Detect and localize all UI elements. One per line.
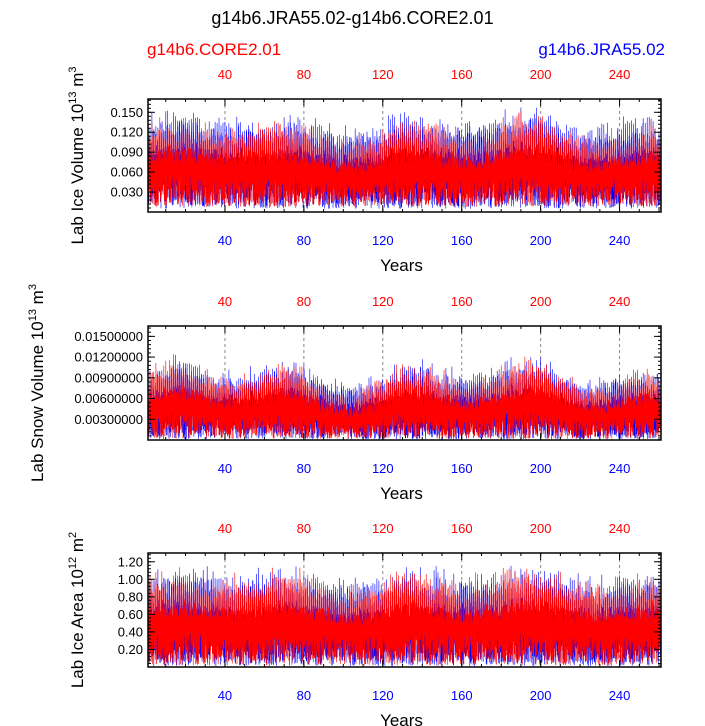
y-tick-label: 0.00300000 — [74, 412, 143, 427]
y-axis-label: Lab Snow Volume 1013 m3 — [27, 284, 47, 482]
x-tick-label-top: 160 — [451, 521, 473, 536]
x-tick-label-top: 80 — [297, 294, 311, 309]
y-tick-label: 0.00600000 — [74, 391, 143, 406]
x-tick-label-bottom: 240 — [609, 688, 631, 703]
y-tick-label: 0.090 — [110, 145, 143, 160]
x-tick-label-bottom: 160 — [451, 233, 473, 248]
y-tick-label: 0.01500000 — [74, 329, 143, 344]
plot-frame — [147, 552, 662, 668]
x-tick-label-bottom: 120 — [372, 688, 394, 703]
legend-core-label: g14b6.CORE2.01 — [147, 40, 282, 59]
x-tick-label-top: 120 — [372, 294, 394, 309]
series-line-core — [147, 567, 662, 666]
x-tick-label-top: 80 — [297, 67, 311, 82]
y-tick-label: 0.20 — [118, 642, 143, 657]
x-tick-label-top: 240 — [609, 294, 631, 309]
y-tick-label: 0.150 — [110, 105, 143, 120]
x-tick-label-bottom: 200 — [530, 233, 552, 248]
series-line-core — [147, 110, 662, 207]
figure-title: g14b6.JRA55.02-g14b6.CORE2.01 — [211, 8, 494, 28]
y-tick-label: 0.80 — [118, 589, 143, 604]
y-tick-label: 1.20 — [118, 554, 143, 569]
x-tick-label-bottom: 80 — [297, 233, 311, 248]
y-tick-label: 1.00 — [118, 572, 143, 587]
x-tick-label-bottom: 160 — [451, 461, 473, 476]
y-tick-label: 0.01200000 — [74, 350, 143, 365]
x-tick-label-top: 240 — [609, 521, 631, 536]
y-tick-label: 0.060 — [110, 165, 143, 180]
x-tick-label-bottom: 40 — [218, 233, 232, 248]
panel-3: 0.20 0.40 0.60 0.80 1.00 1.20 40 40 80 80 120 120 16… — [67, 521, 662, 726]
x-tick-label-bottom: 160 — [451, 688, 473, 703]
x-tick-label-top: 80 — [297, 521, 311, 536]
y-tick-label: 0.030 — [110, 185, 143, 200]
y-tick-label: 0.40 — [118, 624, 143, 639]
x-tick-label-bottom: 40 — [218, 461, 232, 476]
x-tick-label-bottom: 80 — [297, 688, 311, 703]
x-tick-label-top: 160 — [451, 67, 473, 82]
y-tick-label: 0.120 — [110, 125, 143, 140]
x-tick-label-top: 120 — [372, 521, 394, 536]
x-tick-label-bottom: 40 — [218, 688, 232, 703]
x-tick-label-top: 40 — [218, 67, 232, 82]
x-tick-label-bottom: 200 — [530, 688, 552, 703]
x-tick-label-top: 40 — [218, 294, 232, 309]
y-axis-label: Lab Ice Volume 1013 m3 — [67, 66, 87, 244]
y-axis-label: Lab Ice Area 1012 m2 — [67, 532, 87, 688]
x-tick-label-bottom: 120 — [372, 233, 394, 248]
x-tick-label-bottom: 200 — [530, 461, 552, 476]
x-tick-label-bottom: 240 — [609, 461, 631, 476]
x-tick-label-top: 160 — [451, 294, 473, 309]
y-tick-label: 0.60 — [118, 607, 143, 622]
x-tick-label-top: 200 — [530, 294, 552, 309]
panel-2: 0.00300000 0.00600000 0.00900000 0.01200000… — [27, 284, 662, 503]
x-tick-label-top: 40 — [218, 521, 232, 536]
x-tick-label-top: 200 — [530, 67, 552, 82]
series-line-core — [147, 354, 662, 439]
x-axis-label: Years — [380, 711, 423, 726]
x-tick-label-bottom: 120 — [372, 461, 394, 476]
x-tick-label-top: 200 — [530, 521, 552, 536]
plot-frame — [147, 98, 662, 213]
plot-frame — [147, 325, 662, 441]
x-tick-label-bottom: 240 — [609, 233, 631, 248]
legend-jra-label: g14b6.JRA55.02 — [538, 40, 665, 59]
y-tick-label: 0.00900000 — [74, 370, 143, 385]
x-axis-label: Years — [380, 484, 423, 503]
x-tick-label-top: 240 — [609, 67, 631, 82]
x-tick-label-top: 120 — [372, 67, 394, 82]
x-axis-label: Years — [380, 256, 423, 275]
x-tick-label-bottom: 80 — [297, 461, 311, 476]
panel-1: 0.030 0.060 0.090 0.120 0.150 40 40 80 80 120 120 1… — [67, 66, 662, 275]
